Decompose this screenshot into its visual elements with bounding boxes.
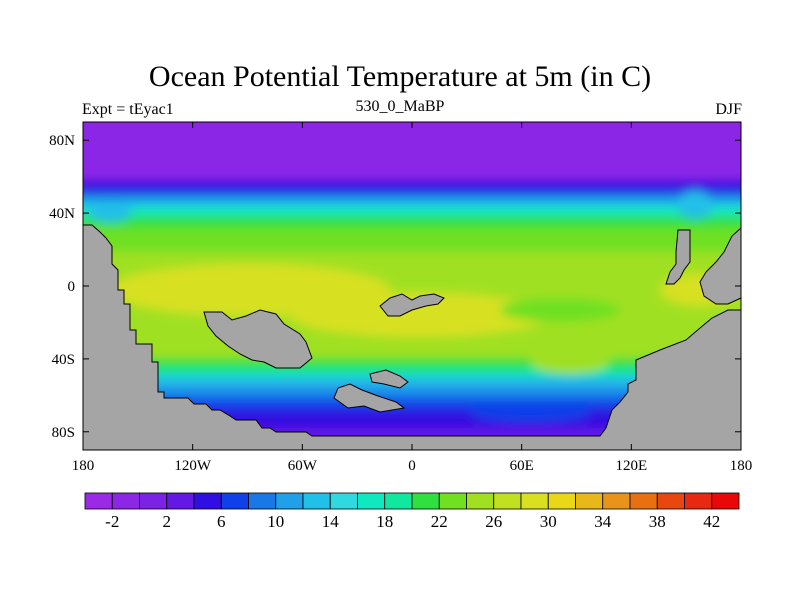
colorbar-label: 42 <box>703 512 720 531</box>
colorbar-swatch <box>139 492 168 510</box>
colorbar-swatch <box>248 492 277 510</box>
colorbar-swatch <box>684 492 713 510</box>
band-south-2 <box>83 368 741 378</box>
chart-title: Ocean Potential Temperature at 5m (in C) <box>148 60 652 93</box>
land-east-edge <box>699 226 742 305</box>
x-tick-label: 180 <box>730 458 753 474</box>
land-northeast-island <box>665 229 691 285</box>
experiment-label: Expt = tEyac1 <box>82 101 174 118</box>
band-north-4 <box>83 216 741 230</box>
colorbar-label: 18 <box>376 512 393 531</box>
colorbar-swatch <box>302 492 331 510</box>
y-tick-label: 80N <box>49 133 75 149</box>
warm-pool-central <box>290 293 550 337</box>
period-label: 530_0_MaBP <box>355 98 445 115</box>
band-south-4 <box>83 384 741 394</box>
colorbar-swatch <box>547 492 576 510</box>
cool-eddy-north <box>88 202 132 222</box>
colorbar-label: -2 <box>105 512 119 531</box>
cold-pool-south <box>470 402 590 422</box>
colorbar-swatch <box>629 492 658 510</box>
land-central-continent <box>203 309 313 369</box>
land-southern-island-a <box>333 383 406 413</box>
cool-eddy-northeast <box>677 191 713 219</box>
colorbar-swatch <box>193 492 222 510</box>
band-cold-north <box>83 180 741 196</box>
colorbar-swatch <box>84 492 113 510</box>
colorbar-swatch <box>357 492 386 510</box>
y-tick-label: 40N <box>49 206 75 222</box>
y-tick-label: 0 <box>68 279 76 295</box>
colorbar-swatch <box>329 492 358 510</box>
colorbar-swatch <box>220 492 249 510</box>
colorbar-swatch <box>111 492 140 510</box>
band-south-3 <box>83 376 741 386</box>
band-north-1 <box>83 193 741 203</box>
colorbar-swatch <box>466 492 495 510</box>
land-west-continent <box>82 224 742 451</box>
y-tick-label: 40S <box>52 352 75 368</box>
x-tick-label: 0 <box>408 458 416 474</box>
land-masses <box>82 224 742 451</box>
colorbar-swatch <box>493 492 522 510</box>
x-tick-label: 120E <box>615 458 647 474</box>
band-south-5 <box>83 392 741 402</box>
x-tick-label: 60E <box>510 458 534 474</box>
land-southern-island-b <box>369 369 409 389</box>
colorbar-swatch <box>384 492 413 510</box>
x-tick-label: 60W <box>288 458 318 474</box>
colorbar-label: 34 <box>594 512 612 531</box>
colorbar-label: 10 <box>267 512 284 531</box>
colorbar: -2 2 6 10 14 18 22 26 30 34 38 42 <box>84 492 740 531</box>
colorbar-label: 6 <box>217 512 226 531</box>
warm-band-south-east <box>530 346 610 374</box>
band-tropics-north <box>83 228 741 254</box>
x-tick-label: 120W <box>174 458 212 474</box>
season-label: DJF <box>715 101 742 118</box>
colorbar-swatch <box>520 492 549 510</box>
colorbar-label: 30 <box>540 512 557 531</box>
band-north-2 <box>83 200 741 210</box>
land-equatorial-island <box>379 293 445 317</box>
y-tick-label: 80S <box>52 425 75 441</box>
colorbar-swatch <box>275 492 304 510</box>
colorbar-swatch <box>166 492 195 510</box>
colorbar-swatch <box>711 492 740 510</box>
colorbar-label: 2 <box>163 512 172 531</box>
colorbar-swatch <box>602 492 631 510</box>
colorbar-label: 14 <box>322 512 340 531</box>
x-tick-label: 180 <box>72 458 95 474</box>
axis-ticks: 180 120W 60W 0 60E 120E 180 80N 40N 0 40S 80S <box>49 122 752 474</box>
colorbar-swatch <box>656 492 685 510</box>
colorbar-label: 22 <box>431 512 448 531</box>
colorbar-swatch <box>411 492 440 510</box>
colorbar-swatch <box>438 492 467 510</box>
cool-tongue <box>500 298 620 322</box>
colorbar-swatch <box>575 492 604 510</box>
colorbar-label: 38 <box>649 512 666 531</box>
colorbar-label: 26 <box>485 512 502 531</box>
